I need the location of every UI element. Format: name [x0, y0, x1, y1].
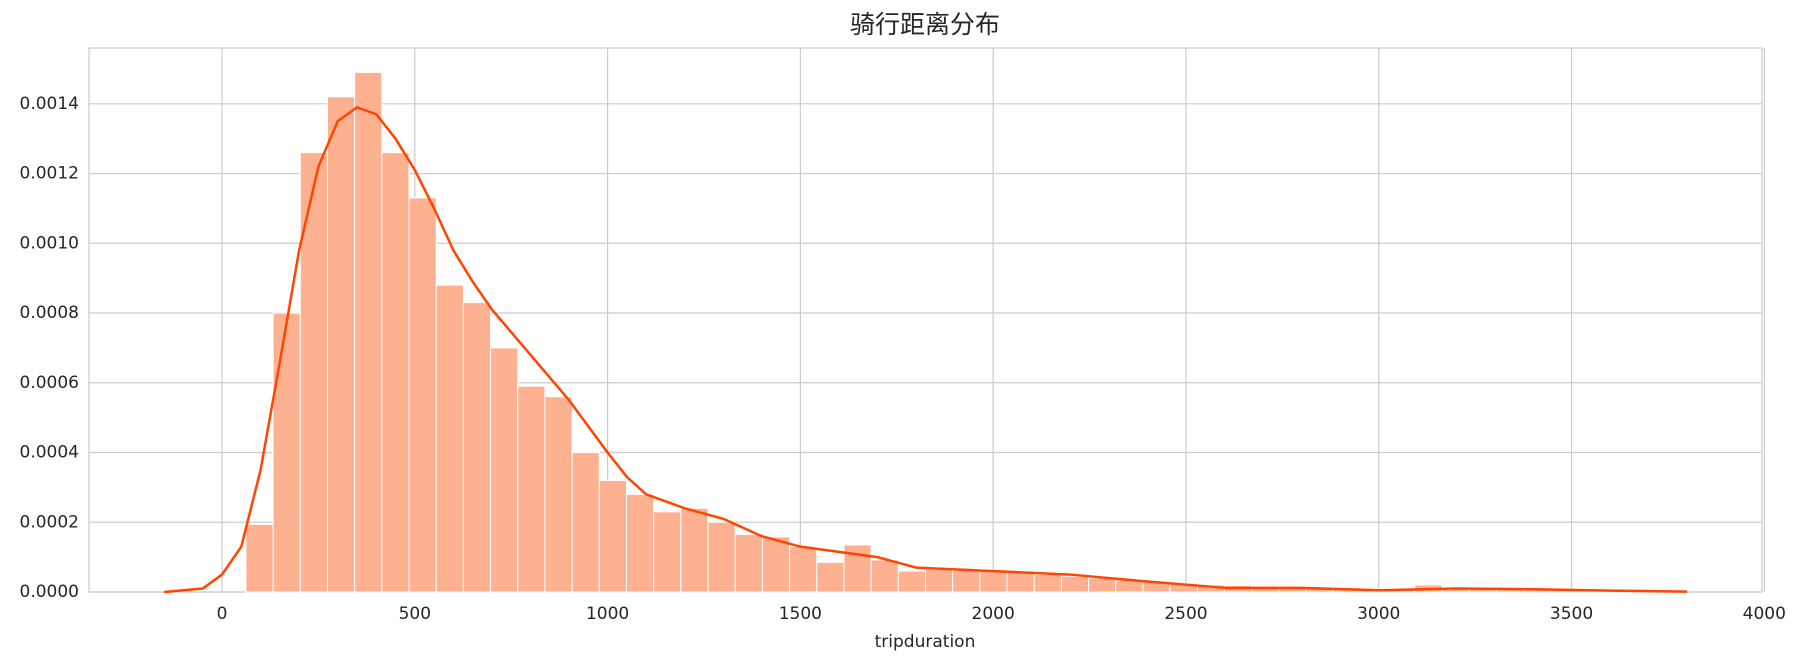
x-tick-label: 2000: [972, 604, 1015, 624]
histogram-bar: [734, 533, 763, 593]
x-tick-label: 500: [399, 604, 431, 624]
x-axis-label: tripduration: [875, 632, 976, 652]
histogram-bar: [625, 493, 655, 593]
histogram-bar: [761, 536, 791, 593]
x-tick-label: 3500: [1550, 604, 1593, 624]
x-tick-label: 2500: [1164, 604, 1207, 624]
histogram-bar: [490, 347, 519, 593]
y-tick-label: 0.0008: [20, 303, 79, 323]
x-tick-label: 4000: [1743, 604, 1786, 624]
histogram-bar: [517, 385, 546, 593]
histogram-bar: [952, 569, 981, 593]
histogram-bar: [571, 452, 600, 593]
y-tick-label: 0.0000: [20, 582, 79, 602]
histogram-bar: [789, 546, 818, 593]
y-tick-label: 0.0012: [20, 164, 79, 184]
histogram-bar: [326, 96, 356, 593]
histogram-bar: [544, 396, 573, 593]
histogram-bar: [653, 511, 682, 593]
x-tick-label: 0: [217, 604, 228, 624]
histogram-bar: [462, 302, 492, 593]
histogram-bar: [870, 559, 899, 593]
histogram-bar: [707, 521, 736, 593]
x-tick-label: 1500: [779, 604, 822, 624]
histogram-bar: [816, 561, 845, 593]
kde-line: [164, 106, 1688, 594]
histogram-bar: [979, 570, 1008, 593]
histogram-bar: [598, 479, 627, 593]
histogram-bar: [435, 284, 464, 593]
histogram-bar: [897, 570, 927, 593]
histogram-bar: [680, 507, 709, 593]
histogram-bar: [1060, 575, 1090, 593]
y-tick-label: 0.0002: [20, 512, 79, 532]
histogram-bar: [381, 152, 410, 593]
histogram-bar: [299, 152, 328, 593]
x-tick-label: 1000: [586, 604, 629, 624]
histogram-bar: [408, 197, 437, 593]
histogram-bar: [245, 523, 274, 593]
histogram-bar: [1033, 574, 1062, 593]
histogram-bar: [1088, 577, 1117, 593]
y-tick-label: 0.0014: [20, 94, 79, 114]
histogram-bar: [925, 568, 954, 593]
y-tick-label: 0.0006: [20, 373, 79, 393]
histogram-bar: [1006, 572, 1035, 593]
histogram-bar: [354, 71, 383, 593]
x-tick-label: 3000: [1357, 604, 1400, 624]
y-tick-label: 0.0004: [20, 443, 79, 463]
histogram-bar: [272, 312, 301, 593]
chart-title: 骑行距离分布: [850, 10, 1000, 39]
y-tick-label: 0.0010: [20, 233, 79, 253]
